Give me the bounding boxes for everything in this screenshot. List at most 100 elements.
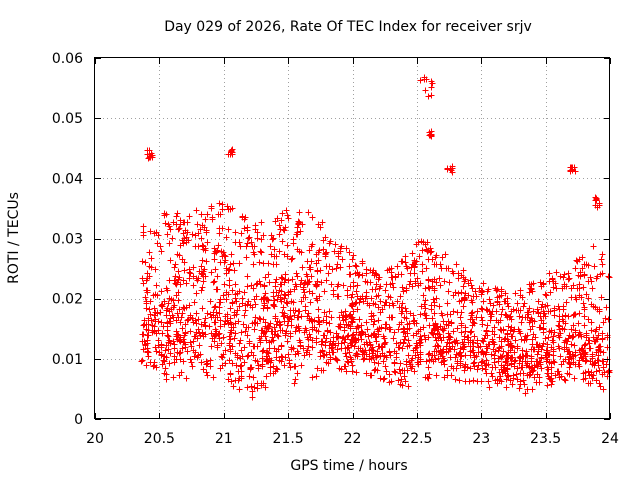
data-point	[489, 336, 496, 343]
data-point	[212, 303, 219, 310]
data-point	[334, 334, 341, 341]
data-point	[352, 300, 359, 307]
data-point	[350, 252, 357, 259]
data-point	[219, 354, 226, 361]
data-point	[166, 308, 173, 315]
data-point	[292, 363, 299, 370]
data-point	[593, 377, 600, 384]
data-point	[199, 329, 206, 336]
data-point	[286, 360, 293, 367]
data-point	[191, 299, 198, 306]
data-point	[337, 248, 344, 255]
data-point	[275, 333, 282, 340]
data-point	[184, 348, 191, 355]
data-point	[451, 338, 458, 345]
data-point	[305, 310, 312, 317]
data-point	[241, 312, 248, 319]
data-point	[211, 278, 218, 285]
data-point	[550, 348, 557, 355]
data-point	[271, 303, 278, 310]
data-point	[226, 357, 233, 364]
data-point	[326, 308, 333, 315]
data-point	[213, 286, 220, 293]
data-point	[216, 200, 223, 207]
data-point	[412, 352, 419, 359]
data-point	[278, 274, 285, 281]
data-point	[350, 279, 357, 286]
data-point	[470, 360, 477, 367]
data-point	[326, 349, 333, 356]
data-point	[359, 351, 366, 358]
y-tick-label: 0.03	[52, 232, 83, 248]
data-point	[431, 287, 438, 294]
data-point	[518, 319, 525, 326]
x-tick-label: 20	[86, 431, 104, 447]
data-point	[259, 355, 266, 362]
data-point	[318, 279, 325, 286]
data-point	[510, 328, 517, 335]
data-point	[537, 313, 544, 320]
data-point	[317, 349, 324, 356]
data-point	[562, 377, 569, 384]
data-point	[461, 336, 468, 343]
data-point	[211, 256, 218, 263]
data-point	[420, 324, 427, 331]
data-point	[322, 339, 329, 346]
data-point	[444, 166, 451, 173]
data-point	[433, 279, 440, 286]
data-point	[206, 323, 213, 330]
data-point	[503, 384, 510, 391]
data-point	[603, 361, 610, 368]
data-point	[534, 351, 541, 358]
data-point	[223, 296, 230, 303]
data-point	[480, 298, 487, 305]
data-point	[573, 257, 580, 264]
data-point	[583, 291, 590, 298]
data-point	[553, 285, 560, 292]
data-point	[317, 267, 324, 274]
data-point	[204, 211, 211, 218]
data-point	[155, 327, 162, 334]
data-point	[524, 372, 531, 379]
data-point	[470, 339, 477, 346]
data-point	[320, 367, 327, 374]
data-point	[600, 364, 607, 371]
data-point	[258, 236, 265, 243]
data-point	[401, 373, 408, 380]
data-point	[440, 327, 447, 334]
data-point	[273, 365, 280, 372]
data-point	[145, 332, 152, 339]
y-tick-label: 0.02	[52, 292, 83, 308]
data-point	[467, 329, 474, 336]
data-point	[510, 372, 517, 379]
data-point	[190, 264, 197, 271]
y-tick-label: 0.01	[52, 352, 83, 368]
data-point	[576, 310, 583, 317]
data-point	[254, 280, 261, 287]
data-point	[580, 350, 587, 357]
data-point	[585, 368, 592, 375]
data-point	[217, 259, 224, 266]
data-point	[468, 312, 475, 319]
data-point	[139, 331, 146, 338]
data-point	[173, 317, 180, 324]
data-point	[370, 321, 377, 328]
data-point	[220, 351, 227, 358]
data-point	[583, 332, 590, 339]
data-point	[353, 299, 360, 306]
data-point	[527, 285, 534, 292]
data-point	[309, 374, 316, 381]
data-point	[525, 309, 532, 316]
data-point	[595, 344, 602, 351]
data-point	[603, 304, 610, 311]
data-point	[229, 343, 236, 350]
data-point	[152, 316, 159, 323]
data-point	[505, 323, 512, 330]
data-point	[438, 359, 445, 366]
data-point	[232, 291, 239, 298]
data-point	[499, 353, 506, 360]
data-point	[488, 311, 495, 318]
data-point	[550, 358, 557, 365]
data-point	[250, 374, 257, 381]
data-point	[387, 326, 394, 333]
